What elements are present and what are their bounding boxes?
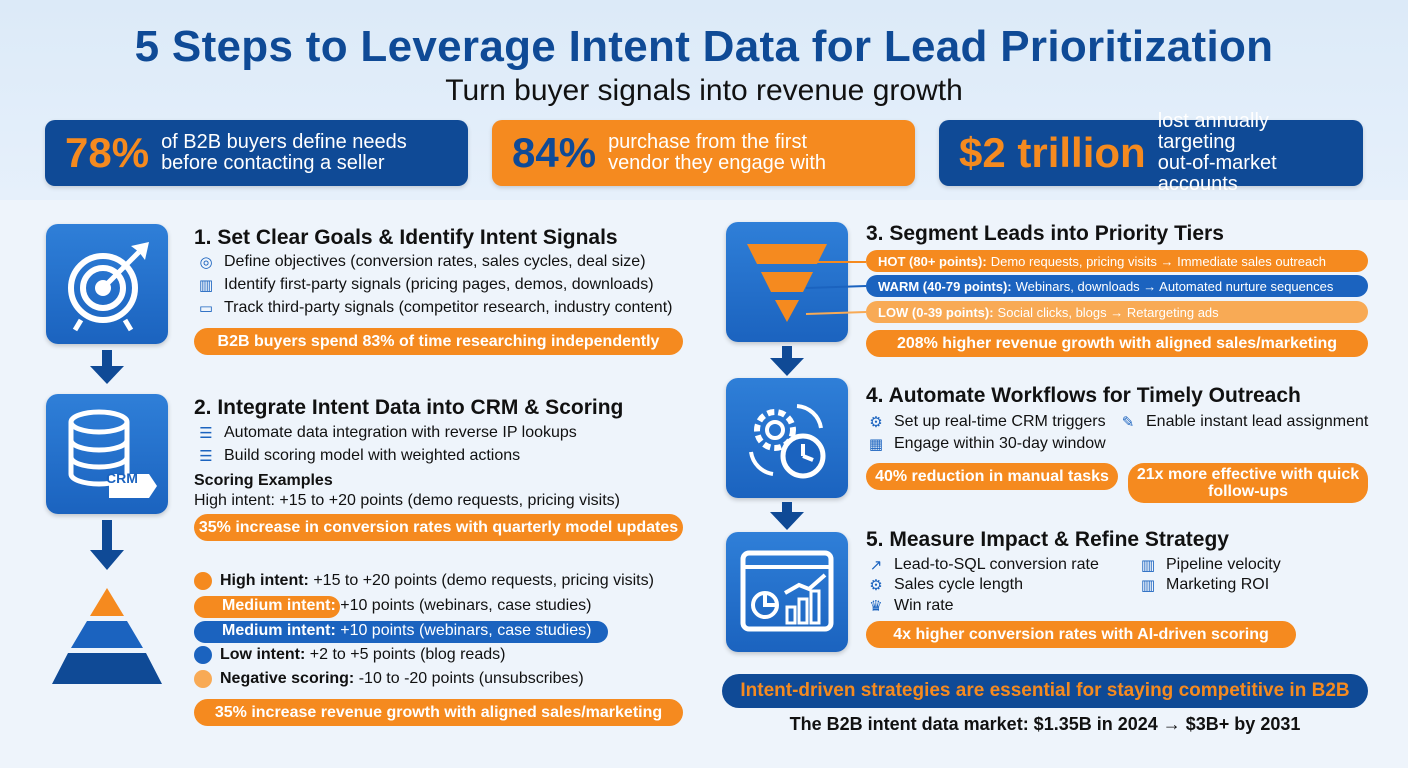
tier-hot: HOT (80+ points): Demo requests, pricing … [866, 250, 1368, 272]
database-small-icon: ☰ [199, 448, 213, 465]
scoring-row-low: Low intent: +2 to +5 points (blog reads) [194, 646, 505, 664]
scoring-heading: Scoring Examples [194, 472, 333, 489]
step5-stat-pill: 4x higher conversion rates with AI-drive… [866, 621, 1296, 648]
stat-text: of B2B buyers define needs before contact… [161, 131, 407, 174]
step2-title: 2. Integrate Intent Data into CRM & Scor… [194, 396, 624, 419]
scoring-row-medium-2: Medium intent: +10 points (webinars, cas… [222, 622, 592, 639]
step5-metric: ⚙ Sales cycle length [866, 576, 1023, 594]
roi-chart-icon: ▥ [1140, 577, 1156, 594]
pipeline-chart-icon: ▥ [1140, 557, 1156, 574]
target-small-icon: ◎ [199, 254, 213, 271]
step5-metric: ▥ Pipeline velocity [1138, 556, 1281, 574]
page-subtitle: Turn buyer signals into revenue growth [445, 74, 963, 107]
step5-metric: ♛ Win rate [866, 597, 953, 615]
browser-icon: ▭ [198, 300, 214, 317]
conclusion-banner: Intent-driven strategies are essential f… [722, 674, 1368, 708]
step5-metric: ↗ Lead-to-SQL conversion rate [866, 556, 1099, 574]
stat-text: purchase from the first vendor they engag… [608, 131, 826, 174]
gear-clock-icon [726, 378, 848, 498]
arrow-down-icon [770, 346, 804, 376]
pyramid-icon [52, 588, 162, 684]
scoring-line: High intent: +15 to +20 points (demo req… [194, 492, 620, 509]
bar-chart-icon: ▥ [198, 277, 214, 294]
tier-warm: WARM (40-79 points): Webinars, downloads … [866, 275, 1368, 297]
analytics-screen-icon [726, 532, 848, 652]
database-small-icon: ☰ [199, 425, 213, 442]
step1-stat-pill: B2B buyers spend 83% of time researching… [194, 328, 683, 355]
scoring-row-medium-1: Medium intent: +10 points (webinars, cas… [222, 597, 592, 614]
step5-title: 5. Measure Impact & Refine Strategy [866, 528, 1229, 551]
step4-stat-pill-1: 40% reduction in manual tasks [866, 463, 1118, 490]
scoring-row-negative: Negative scoring: -10 to -20 points (uns… [194, 670, 584, 688]
gear-small-icon: ⚙ [869, 414, 883, 431]
step1-title: 1. Set Clear Goals & Identify Intent Sig… [194, 226, 618, 249]
arrow-down-icon [90, 520, 124, 570]
page-title: 5 Steps to Leverage Intent Data for Lead… [134, 22, 1274, 71]
stat-value: 84% [512, 129, 597, 176]
step2-item: ☰ Automate data integration with reverse … [196, 424, 577, 442]
step4-item: ▦ Engage within 30-day window [866, 435, 1106, 453]
step3-title: 3. Segment Leads into Priority Tiers [866, 222, 1224, 245]
arrow-down-icon [770, 502, 804, 530]
highlight-bar [194, 596, 340, 618]
crm-label: CRM [106, 470, 138, 486]
step1-item: ▥ Identify first-party signals (pricing p… [196, 276, 654, 294]
stat-text: lost annually targeting out-of-market acc… [1157, 110, 1277, 195]
arrow-down-icon [90, 350, 124, 384]
pencil-icon: ✎ [1121, 414, 1135, 431]
stat-card-buyers: 78% of B2B buyers define needs before con… [45, 120, 468, 186]
step2-item: ☰ Build scoring model with weighted actio… [196, 447, 520, 465]
trend-up-icon: ↗ [869, 557, 883, 574]
market-stat: The B2B intent data market: $1.35B in 20… [789, 714, 1301, 734]
stat-value: 78% [65, 129, 150, 176]
database-icon: CRM [46, 394, 168, 514]
funnel-icon [726, 222, 848, 342]
step1-item: ◎ Define objectives (conversion rates, sa… [196, 253, 645, 271]
stat-card-lost-revenue: $2 trillion lost annually targeting out-o… [939, 111, 1363, 195]
scoring-row-high: High intent: +15 to +20 points (demo req… [194, 572, 654, 590]
trophy-icon: ♛ [869, 598, 883, 615]
step5-metric: ▥ Marketing ROI [1138, 576, 1269, 594]
stat-value: $2 trillion [959, 129, 1146, 176]
tier-low: LOW (0-39 points): Social clicks, blogs →… [866, 301, 1368, 323]
step3-stat-pill: 208% higher revenue growth with aligned … [866, 330, 1368, 357]
stat-card-first-vendor: 84% purchase from the first vendor they e… [492, 120, 915, 186]
step4-item: ⚙ Set up real-time CRM triggers [866, 413, 1105, 431]
step4-item: ✎ Enable instant lead assignment [1118, 413, 1369, 431]
cycle-icon: ⚙ [869, 577, 883, 594]
tier-connector-lines [806, 261, 867, 315]
target-icon [46, 224, 168, 344]
step1-item: ▭ Track third-party signals (competitor r… [196, 299, 673, 317]
step2-stat-pill: 35% increase in conversion rates with qu… [194, 514, 683, 541]
calendar-icon: ▦ [868, 436, 884, 453]
scoring-stat-pill: 35% increase revenue growth with aligned… [194, 699, 683, 726]
step4-stat-pill-2: 21x more effective with quick follow-ups [1128, 463, 1368, 503]
step4-title: 4. Automate Workflows for Timely Outreac… [866, 384, 1301, 407]
highlight-bar [194, 621, 608, 643]
